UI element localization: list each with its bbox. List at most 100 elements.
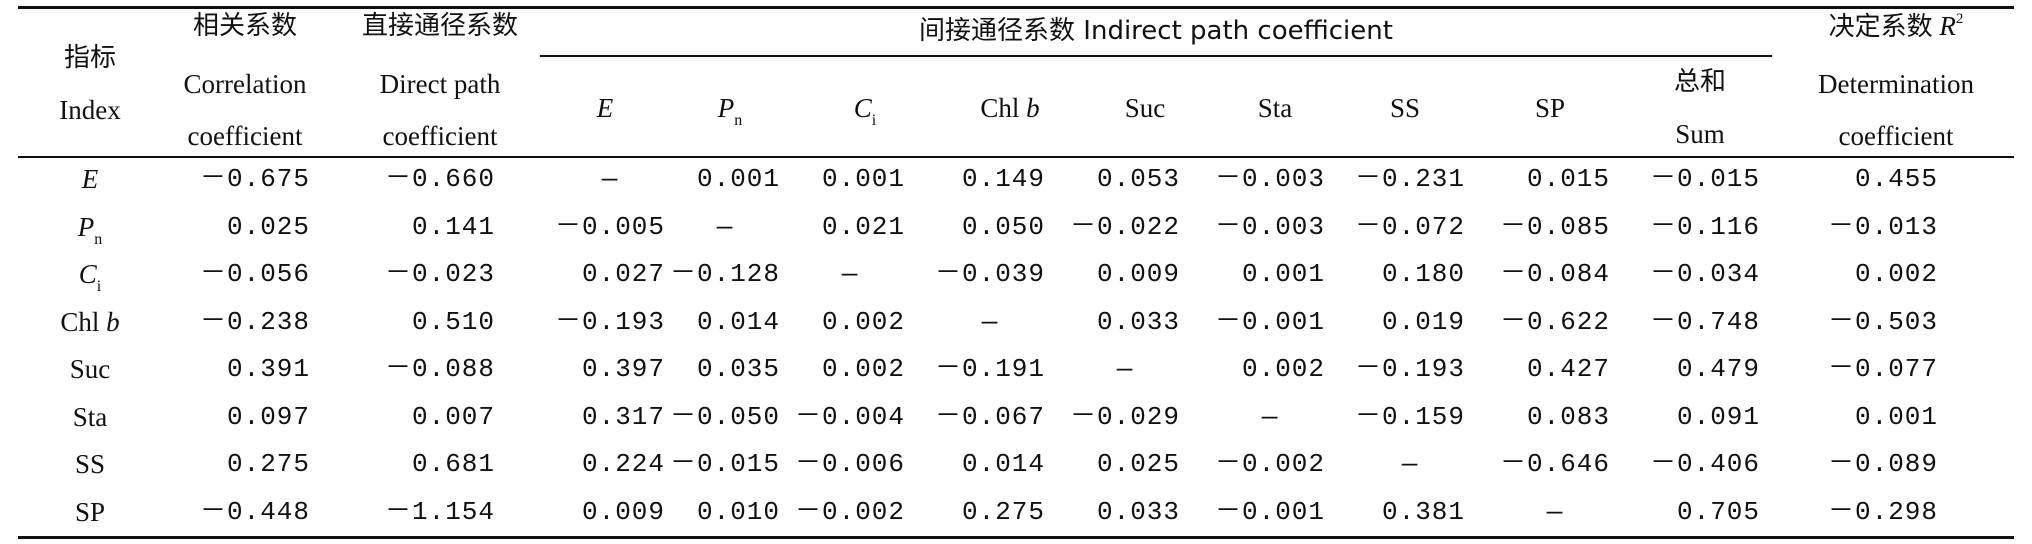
cell-Pn: 0.035	[696, 354, 780, 384]
cell-Ci: 0.001	[821, 164, 905, 194]
cell-Sta: 0.002	[1241, 354, 1325, 384]
row-label-main: Sta	[72, 401, 108, 432]
header-index-cn: 指标	[63, 43, 116, 73]
cell-Chlb: 0.275	[961, 496, 1045, 527]
cell-SP: －0.085	[1499, 211, 1610, 242]
cell-E: 0.317	[581, 401, 665, 432]
row-label: Chl b	[30, 306, 150, 338]
subheader-sum-cn: 总和	[1673, 67, 1726, 97]
cell-Suc: —	[1116, 354, 1134, 384]
cell-sum: 0.479	[1676, 354, 1760, 384]
cell-Sta: －0.003	[1214, 164, 1325, 194]
cell-Pn: —	[716, 211, 734, 242]
cell-det: －0.503	[1827, 306, 1938, 337]
cell-SS: 0.019	[1381, 306, 1465, 337]
cell-SP: —	[1546, 496, 1564, 527]
cell-SS: －0.193	[1354, 354, 1465, 384]
cell-Suc: 0.033	[1096, 496, 1180, 527]
subheader-Pn-sub: n	[734, 112, 743, 129]
row-label-main: Chl	[60, 306, 107, 337]
subheader-Sta: Sta	[1257, 93, 1293, 123]
cell-Sta: －0.001	[1214, 306, 1325, 337]
top-rule	[18, 6, 2014, 9]
cell-sum: －0.015	[1649, 164, 1760, 194]
cell-corr: －0.675	[199, 164, 310, 194]
cell-direct: －0.023	[384, 259, 495, 289]
cell-Sta: 0.001	[1241, 259, 1325, 289]
cell-E: －0.005	[554, 211, 665, 242]
cell-Suc: 0.009	[1096, 259, 1180, 289]
cell-Pn: 0.010	[696, 496, 780, 527]
cell-sum: 0.705	[1676, 496, 1760, 527]
cell-Sta: —	[1261, 401, 1279, 432]
cell-det: －0.077	[1827, 354, 1938, 384]
row-label: Sta	[30, 401, 150, 433]
cell-Chlb: 0.014	[961, 449, 1045, 479]
row-label: SP	[30, 496, 150, 528]
header-det: 决定系数 R2	[1780, 10, 2012, 47]
cell-SP: 0.083	[1526, 401, 1610, 432]
cell-corr: 0.025	[226, 211, 310, 242]
cell-SP: －0.084	[1499, 259, 1610, 289]
row-label: SS	[30, 448, 150, 480]
cell-direct: －1.154	[384, 496, 495, 527]
subheader-SS: SS	[1389, 93, 1421, 123]
cell-direct: 0.681	[411, 449, 495, 479]
cell-sum: 0.091	[1676, 401, 1760, 432]
header-det-en1: Determination	[1818, 69, 1974, 99]
cell-sum: －0.116	[1649, 211, 1760, 242]
cell-Sta: －0.003	[1214, 211, 1325, 242]
indirect-span-rule	[540, 55, 1772, 57]
header-det-en2: coefficient	[1838, 121, 1954, 151]
cell-det: －0.013	[1827, 211, 1938, 242]
cell-Pn: －0.015	[669, 449, 780, 479]
row-label: Ci	[30, 258, 150, 295]
cell-direct: －0.660	[384, 164, 495, 194]
cell-direct: 0.510	[411, 306, 495, 337]
subheader-Pn: Pn	[675, 92, 785, 129]
subheader-SP: SP	[1534, 93, 1566, 123]
cell-SP: 0.015	[1526, 164, 1610, 194]
cell-direct: 0.141	[411, 211, 495, 242]
header-indirect: 间接通径系数 Indirect path coefficient	[540, 14, 1772, 47]
cell-SS: 0.381	[1381, 496, 1465, 527]
header-direct-cn: 直接通径系数	[361, 11, 518, 41]
cell-E: －0.193	[554, 306, 665, 337]
header-det-sup: 2	[1955, 11, 1964, 27]
cell-sum: －0.406	[1649, 449, 1760, 479]
cell-Chlb: 0.149	[961, 164, 1045, 194]
row-label-main: SP	[74, 496, 106, 527]
cell-Ci: 0.021	[821, 211, 905, 242]
bottom-rule	[18, 536, 2014, 539]
cell-Pn: 0.014	[696, 306, 780, 337]
subheader-Ci-sub: i	[871, 112, 877, 129]
row-label: E	[30, 163, 150, 195]
header-corr-en1: Correlation	[183, 69, 307, 99]
cell-SS: －0.231	[1354, 164, 1465, 194]
header-direct-en1: Direct path	[379, 69, 501, 99]
cell-Sta: －0.002	[1214, 449, 1325, 479]
header-det-sym: R	[1939, 11, 1956, 41]
header-det-cn: 决定系数	[1828, 12, 1933, 42]
cell-SP: －0.622	[1499, 306, 1610, 337]
subheader-Chlb: Chl b	[950, 92, 1070, 124]
cell-corr: 0.097	[226, 401, 310, 432]
cell-det: 0.455	[1854, 164, 1938, 194]
subheader-Ci: Ci	[810, 92, 920, 129]
header-indirect-text: 间接通径系数 Indirect path coefficient	[919, 16, 1393, 46]
subheader-E: E	[596, 93, 614, 123]
cell-Suc: －0.022	[1069, 211, 1180, 242]
row-label-italic: b	[106, 306, 120, 337]
cell-E: 0.027	[581, 259, 665, 289]
cell-Ci: 0.002	[821, 354, 905, 384]
cell-Suc: 0.025	[1096, 449, 1180, 479]
header-index-en: Index	[59, 95, 121, 125]
subheader-Suc: Suc	[1124, 93, 1166, 123]
cell-SP: －0.646	[1499, 449, 1610, 479]
cell-direct: －0.088	[384, 354, 495, 384]
cell-sum: －0.034	[1649, 259, 1760, 289]
header-rule	[18, 156, 2014, 158]
cell-Ci: －0.006	[794, 449, 905, 479]
cell-Chlb: －0.067	[934, 401, 1045, 432]
